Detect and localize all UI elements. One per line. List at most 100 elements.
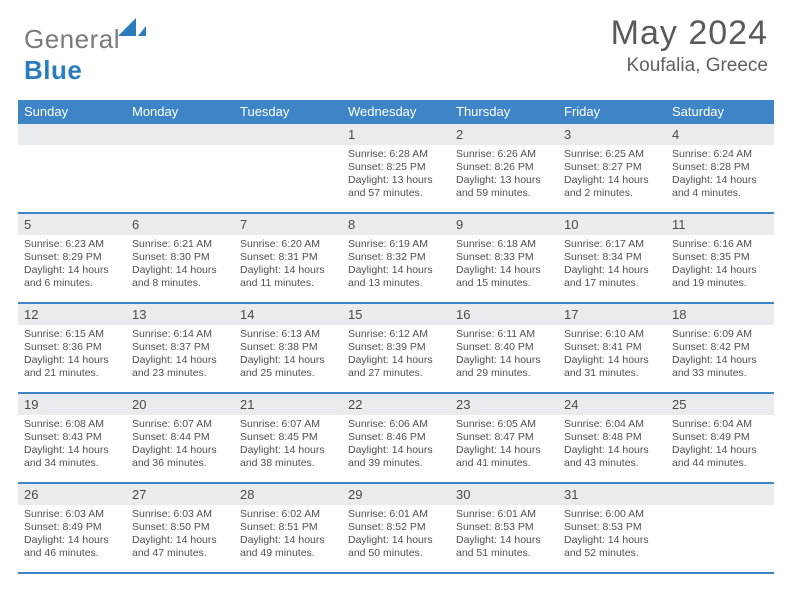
sunrise-text: Sunrise: 6:21 AM <box>132 238 228 251</box>
sunrise-text: Sunrise: 6:16 AM <box>672 238 768 251</box>
sunrise-text: Sunrise: 6:09 AM <box>672 328 768 341</box>
weekday-header: Tuesday <box>234 100 342 124</box>
day-details: Sunrise: 6:07 AMSunset: 8:45 PMDaylight:… <box>234 415 342 475</box>
day-number: 13 <box>126 304 234 325</box>
sunset-text: Sunset: 8:37 PM <box>132 341 228 354</box>
day-details: Sunrise: 6:13 AMSunset: 8:38 PMDaylight:… <box>234 325 342 385</box>
sunrise-text: Sunrise: 6:19 AM <box>348 238 444 251</box>
sunset-text: Sunset: 8:38 PM <box>240 341 336 354</box>
calendar-day-cell: 15Sunrise: 6:12 AMSunset: 8:39 PMDayligh… <box>342 304 450 392</box>
sunrise-text: Sunrise: 6:24 AM <box>672 148 768 161</box>
day-details: Sunrise: 6:19 AMSunset: 8:32 PMDaylight:… <box>342 235 450 295</box>
sunrise-text: Sunrise: 6:04 AM <box>672 418 768 431</box>
daylight-text: Daylight: 14 hours and 49 minutes. <box>240 534 336 560</box>
day-number: 8 <box>342 214 450 235</box>
daylight-text: Daylight: 14 hours and 13 minutes. <box>348 264 444 290</box>
sunset-text: Sunset: 8:48 PM <box>564 431 660 444</box>
day-details: Sunrise: 6:01 AMSunset: 8:52 PMDaylight:… <box>342 505 450 565</box>
calendar-day-cell: 10Sunrise: 6:17 AMSunset: 8:34 PMDayligh… <box>558 214 666 302</box>
sunrise-text: Sunrise: 6:02 AM <box>240 508 336 521</box>
day-number <box>126 124 234 145</box>
sunset-text: Sunset: 8:49 PM <box>24 521 120 534</box>
day-number: 23 <box>450 394 558 415</box>
calendar-day-cell: 20Sunrise: 6:07 AMSunset: 8:44 PMDayligh… <box>126 394 234 482</box>
weekday-header: Sunday <box>18 100 126 124</box>
calendar-day-cell: 12Sunrise: 6:15 AMSunset: 8:36 PMDayligh… <box>18 304 126 392</box>
calendar-table: SundayMondayTuesdayWednesdayThursdayFrid… <box>18 100 774 574</box>
day-details: Sunrise: 6:14 AMSunset: 8:37 PMDaylight:… <box>126 325 234 385</box>
calendar-day-cell: 31Sunrise: 6:00 AMSunset: 8:53 PMDayligh… <box>558 484 666 572</box>
calendar-day-cell: 14Sunrise: 6:13 AMSunset: 8:38 PMDayligh… <box>234 304 342 392</box>
day-number: 30 <box>450 484 558 505</box>
sunset-text: Sunset: 8:34 PM <box>564 251 660 264</box>
day-details: Sunrise: 6:03 AMSunset: 8:49 PMDaylight:… <box>18 505 126 565</box>
brand-text: General Blue <box>24 24 120 86</box>
day-number: 5 <box>18 214 126 235</box>
calendar-day-cell: 30Sunrise: 6:01 AMSunset: 8:53 PMDayligh… <box>450 484 558 572</box>
sunset-text: Sunset: 8:26 PM <box>456 161 552 174</box>
calendar-day-cell: 16Sunrise: 6:11 AMSunset: 8:40 PMDayligh… <box>450 304 558 392</box>
weekday-header: Monday <box>126 100 234 124</box>
sunrise-text: Sunrise: 6:15 AM <box>24 328 120 341</box>
sunset-text: Sunset: 8:36 PM <box>24 341 120 354</box>
day-number: 19 <box>18 394 126 415</box>
month-title: May 2024 <box>611 14 768 53</box>
day-number: 27 <box>126 484 234 505</box>
day-details: Sunrise: 6:26 AMSunset: 8:26 PMDaylight:… <box>450 145 558 205</box>
sunrise-text: Sunrise: 6:18 AM <box>456 238 552 251</box>
sunrise-text: Sunrise: 6:28 AM <box>348 148 444 161</box>
calendar-week-row: 1Sunrise: 6:28 AMSunset: 8:25 PMDaylight… <box>18 124 774 214</box>
calendar-day-cell: 25Sunrise: 6:04 AMSunset: 8:49 PMDayligh… <box>666 394 774 482</box>
day-number: 1 <box>342 124 450 145</box>
day-details: Sunrise: 6:28 AMSunset: 8:25 PMDaylight:… <box>342 145 450 205</box>
sunrise-text: Sunrise: 6:00 AM <box>564 508 660 521</box>
day-number: 18 <box>666 304 774 325</box>
daylight-text: Daylight: 14 hours and 27 minutes. <box>348 354 444 380</box>
day-number: 7 <box>234 214 342 235</box>
calendar-day-cell: 4Sunrise: 6:24 AMSunset: 8:28 PMDaylight… <box>666 124 774 212</box>
day-details: Sunrise: 6:23 AMSunset: 8:29 PMDaylight:… <box>18 235 126 295</box>
day-details: Sunrise: 6:02 AMSunset: 8:51 PMDaylight:… <box>234 505 342 565</box>
calendar-day-cell: 2Sunrise: 6:26 AMSunset: 8:26 PMDaylight… <box>450 124 558 212</box>
day-number: 2 <box>450 124 558 145</box>
calendar-day-cell: 17Sunrise: 6:10 AMSunset: 8:41 PMDayligh… <box>558 304 666 392</box>
sunset-text: Sunset: 8:51 PM <box>240 521 336 534</box>
title-block: May 2024 Koufalia, Greece <box>611 14 768 77</box>
day-number: 3 <box>558 124 666 145</box>
brand-logo: General Blue <box>24 14 120 86</box>
day-details: Sunrise: 6:20 AMSunset: 8:31 PMDaylight:… <box>234 235 342 295</box>
calendar-day-cell: 27Sunrise: 6:03 AMSunset: 8:50 PMDayligh… <box>126 484 234 572</box>
sunset-text: Sunset: 8:33 PM <box>456 251 552 264</box>
sunrise-text: Sunrise: 6:05 AM <box>456 418 552 431</box>
calendar-day-cell: 21Sunrise: 6:07 AMSunset: 8:45 PMDayligh… <box>234 394 342 482</box>
daylight-text: Daylight: 14 hours and 46 minutes. <box>24 534 120 560</box>
daylight-text: Daylight: 14 hours and 43 minutes. <box>564 444 660 470</box>
sunset-text: Sunset: 8:25 PM <box>348 161 444 174</box>
sunrise-text: Sunrise: 6:20 AM <box>240 238 336 251</box>
calendar-day-cell <box>666 484 774 572</box>
calendar-day-cell: 7Sunrise: 6:20 AMSunset: 8:31 PMDaylight… <box>234 214 342 302</box>
day-details: Sunrise: 6:11 AMSunset: 8:40 PMDaylight:… <box>450 325 558 385</box>
sunset-text: Sunset: 8:47 PM <box>456 431 552 444</box>
sunset-text: Sunset: 8:31 PM <box>240 251 336 264</box>
day-details: Sunrise: 6:03 AMSunset: 8:50 PMDaylight:… <box>126 505 234 565</box>
calendar-week-row: 5Sunrise: 6:23 AMSunset: 8:29 PMDaylight… <box>18 214 774 304</box>
sunrise-text: Sunrise: 6:07 AM <box>240 418 336 431</box>
sunrise-text: Sunrise: 6:26 AM <box>456 148 552 161</box>
sunset-text: Sunset: 8:49 PM <box>672 431 768 444</box>
sunset-text: Sunset: 8:27 PM <box>564 161 660 174</box>
day-details: Sunrise: 6:16 AMSunset: 8:35 PMDaylight:… <box>666 235 774 295</box>
day-number: 26 <box>18 484 126 505</box>
sunrise-text: Sunrise: 6:12 AM <box>348 328 444 341</box>
calendar-day-cell: 9Sunrise: 6:18 AMSunset: 8:33 PMDaylight… <box>450 214 558 302</box>
sunset-text: Sunset: 8:35 PM <box>672 251 768 264</box>
day-number: 20 <box>126 394 234 415</box>
calendar-week-row: 26Sunrise: 6:03 AMSunset: 8:49 PMDayligh… <box>18 484 774 574</box>
daylight-text: Daylight: 14 hours and 51 minutes. <box>456 534 552 560</box>
daylight-text: Daylight: 14 hours and 29 minutes. <box>456 354 552 380</box>
daylight-text: Daylight: 14 hours and 17 minutes. <box>564 264 660 290</box>
page-header: General Blue May 2024 Koufalia, Greece <box>0 0 792 94</box>
sunrise-text: Sunrise: 6:17 AM <box>564 238 660 251</box>
sunset-text: Sunset: 8:29 PM <box>24 251 120 264</box>
sunset-text: Sunset: 8:50 PM <box>132 521 228 534</box>
